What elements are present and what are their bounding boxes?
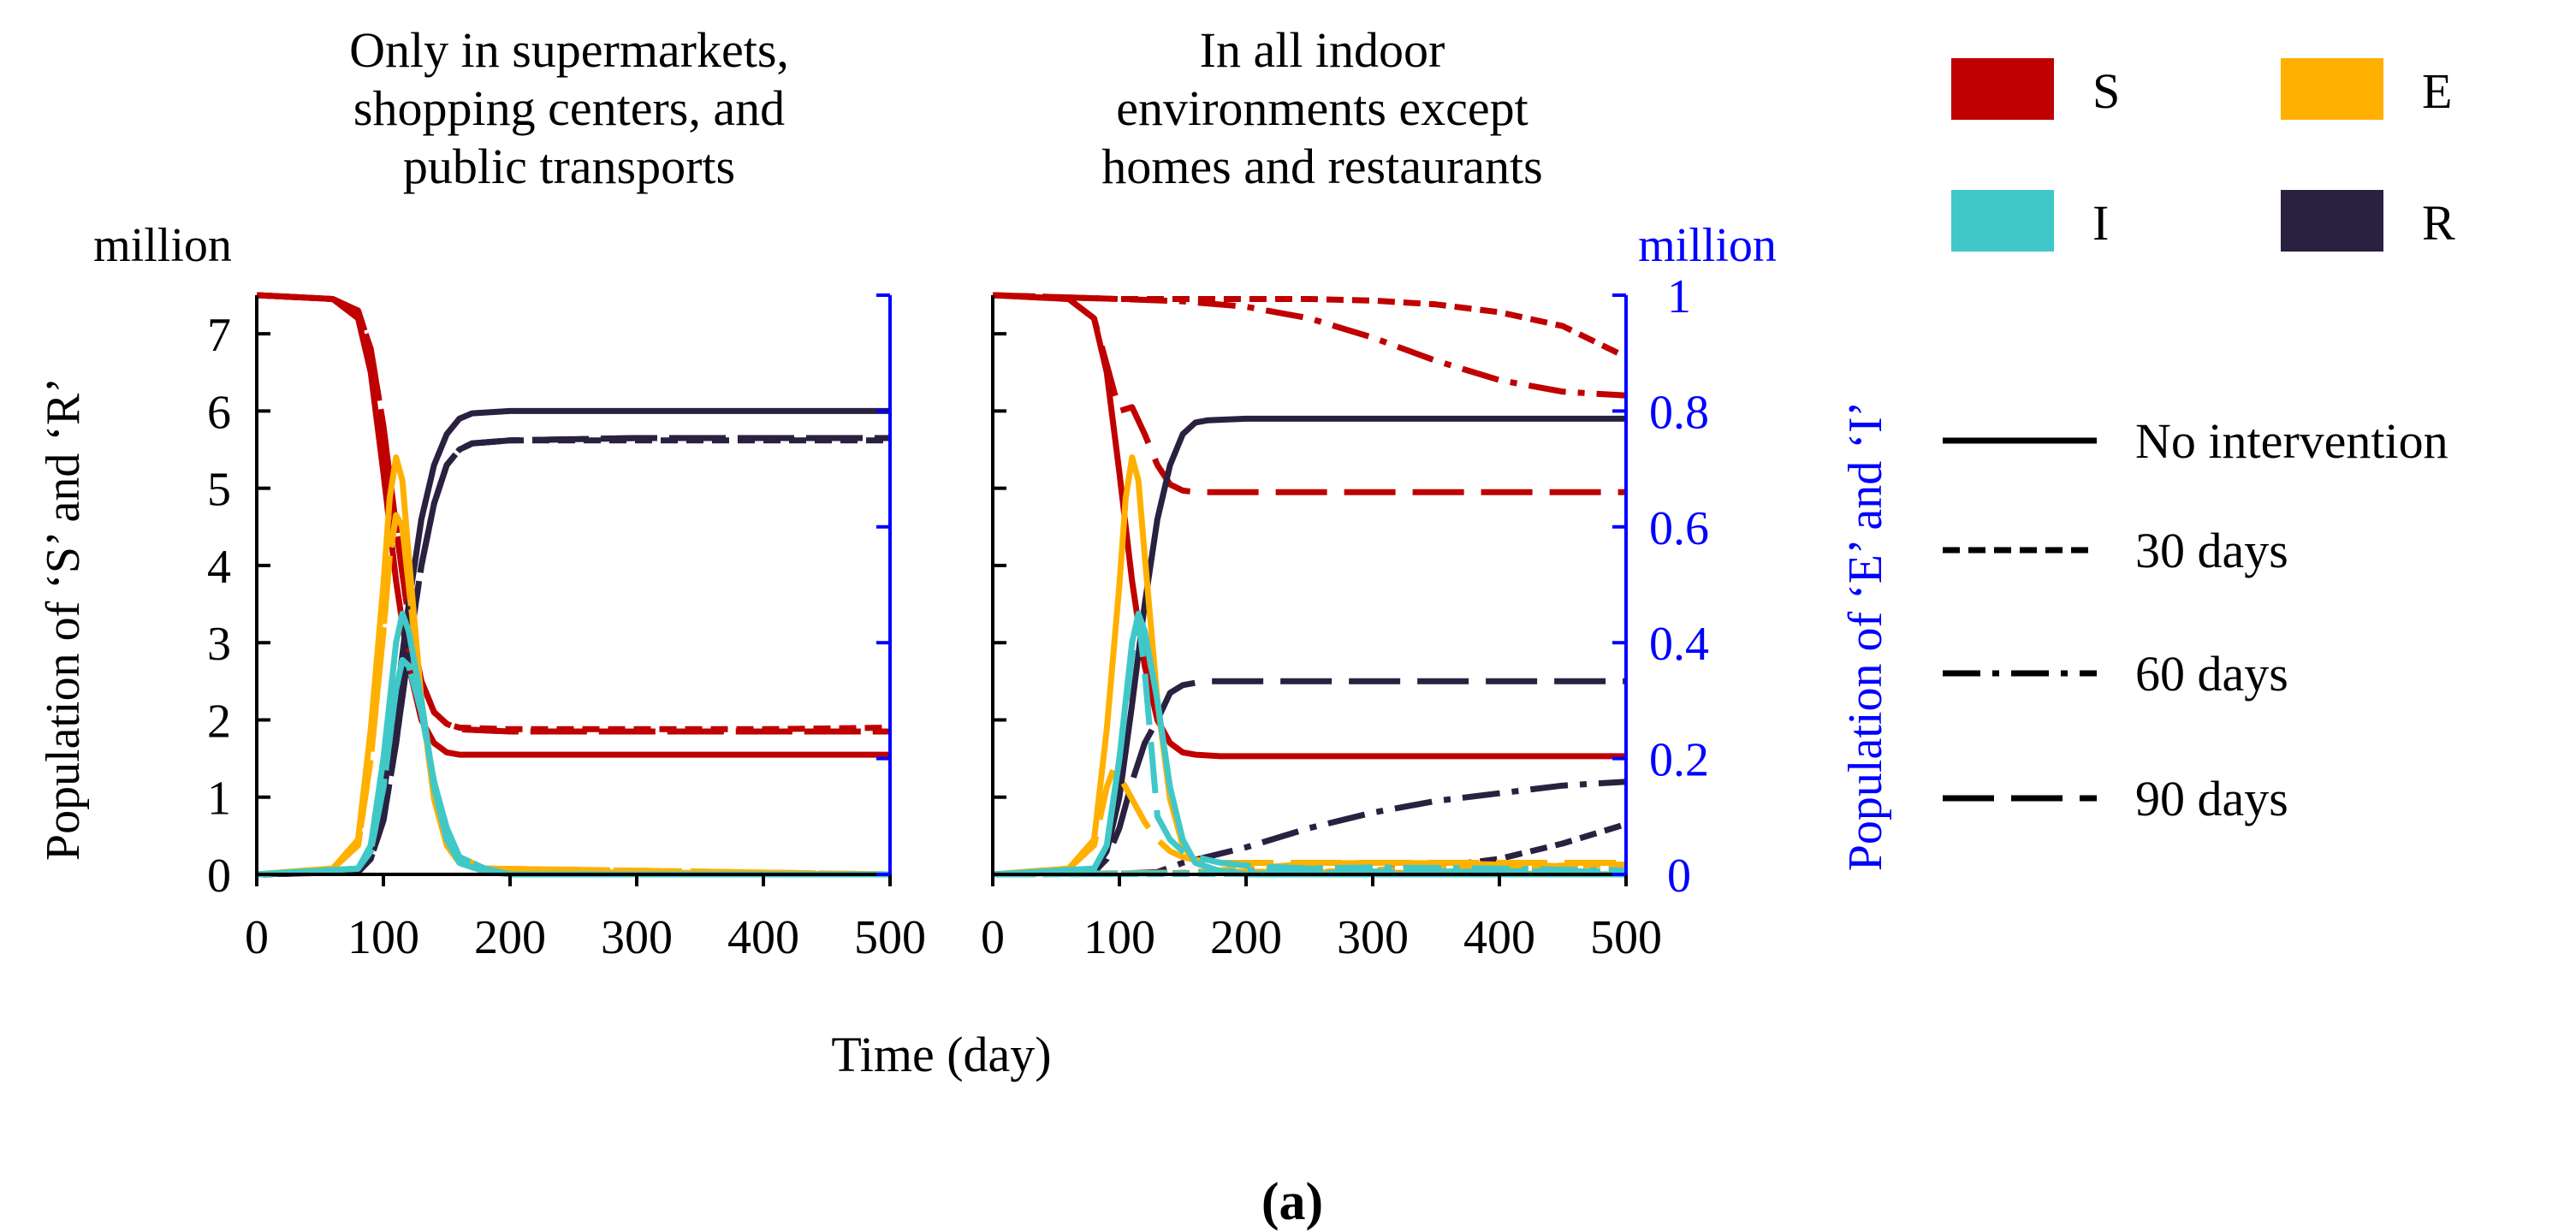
panel-title-line: homes and restaurants [1101, 139, 1542, 194]
left-y-tick-label: 3 [207, 618, 231, 671]
panel-title-line: Only in supermarkets, [349, 22, 789, 78]
right-y-tick-label: 0.4 [1649, 618, 1709, 671]
x-tick-label: 100 [1083, 911, 1155, 964]
legend-style-label: No intervention [2135, 413, 2448, 469]
x-tick-label: 0 [245, 911, 269, 964]
legend-color-e: E [2281, 58, 2452, 120]
panels-layer: Only in supermarkets,shopping centers, a… [37, 22, 1892, 1082]
left-y-tick-label: 2 [207, 695, 231, 748]
right-axis-label: Population of ‘E’ and ‘I’ [1839, 401, 1892, 871]
x-tick-label: 0 [981, 911, 1005, 964]
x-tick-label: 200 [474, 911, 546, 964]
right-y-tick-label: 0.2 [1649, 734, 1709, 787]
legend-color-label: S [2092, 63, 2120, 119]
legend-swatch [2281, 190, 2383, 252]
panel-title-line: environments except [1116, 80, 1528, 136]
panel-1: Only in supermarkets,shopping centers, a… [37, 22, 1052, 1082]
legend-swatch [1951, 190, 2054, 252]
series-i-90-days [992, 616, 1626, 878]
left-y-tick-label: 0 [207, 850, 231, 903]
series-s-90-days [992, 292, 1626, 495]
legend-swatch [1951, 58, 2054, 120]
x-tick-label: 300 [601, 911, 673, 964]
series-r-90-days [256, 435, 890, 878]
legend-style-label: 60 days [2135, 646, 2288, 702]
right-y-tick-label: 0.8 [1649, 386, 1709, 439]
left-y-tick-label: 5 [207, 464, 231, 517]
x-tick-label: 100 [347, 911, 419, 964]
legend-style-90-days: 90 days [1943, 771, 2288, 826]
panel-title-line: In all indoor [1200, 22, 1445, 78]
series-r-30-days [256, 437, 890, 878]
series-r-90-days [992, 678, 1626, 878]
x-tick-label: 400 [1463, 911, 1535, 964]
x-tick-label: 300 [1337, 911, 1409, 964]
right-y-tick-label: 0 [1667, 850, 1691, 903]
legend-color-s: S [1951, 58, 2120, 120]
right-y-tick-label: 0.6 [1649, 502, 1709, 555]
left-axis-unit: million [93, 219, 232, 272]
left-y-tick-label: 4 [207, 541, 231, 594]
x-tick-label: 500 [1590, 911, 1662, 964]
legend-color-i: I [1951, 190, 2109, 252]
left-y-tick-label: 6 [207, 386, 231, 439]
legend-swatch [2281, 58, 2383, 120]
legend-color-label: I [2092, 195, 2109, 251]
left-axis-label: Population of ‘S’ and ‘R’ [37, 377, 90, 861]
left-y-tick-label: 7 [207, 309, 231, 362]
right-y-tick-label: 1 [1667, 270, 1691, 323]
x-tick-label: 200 [1210, 911, 1282, 964]
x-tick-label: 400 [727, 911, 799, 964]
series-group [256, 292, 891, 878]
legend-style-label: 30 days [2135, 523, 2288, 578]
legend-color-label: E [2422, 63, 2452, 119]
x-axis-label: Time (day) [831, 1027, 1051, 1082]
legend: S E I R No intervention 30 days 60 days 90 days [1943, 58, 2455, 826]
left-y-tick-label: 1 [207, 773, 231, 826]
panel-title-line: public transports [403, 139, 735, 194]
series-i-90-days [256, 657, 890, 878]
legend-color-label: R [2422, 195, 2455, 251]
panel-title-line: shopping centers, and [353, 80, 785, 136]
right-axis-unit: million [1638, 219, 1777, 272]
figure-label: (a) [1261, 1173, 1323, 1231]
legend-style-60-days: 60 days [1943, 646, 2288, 702]
x-tick-label: 500 [854, 911, 926, 964]
series-s-60-days [992, 292, 1627, 399]
legend-style-30-days: 30 days [1943, 523, 2288, 578]
legend-color-r: R [2281, 190, 2455, 252]
legend-style-label: 90 days [2135, 771, 2288, 826]
series-group [992, 292, 1628, 878]
legend-style-no-intervention: No intervention [1943, 413, 2448, 469]
